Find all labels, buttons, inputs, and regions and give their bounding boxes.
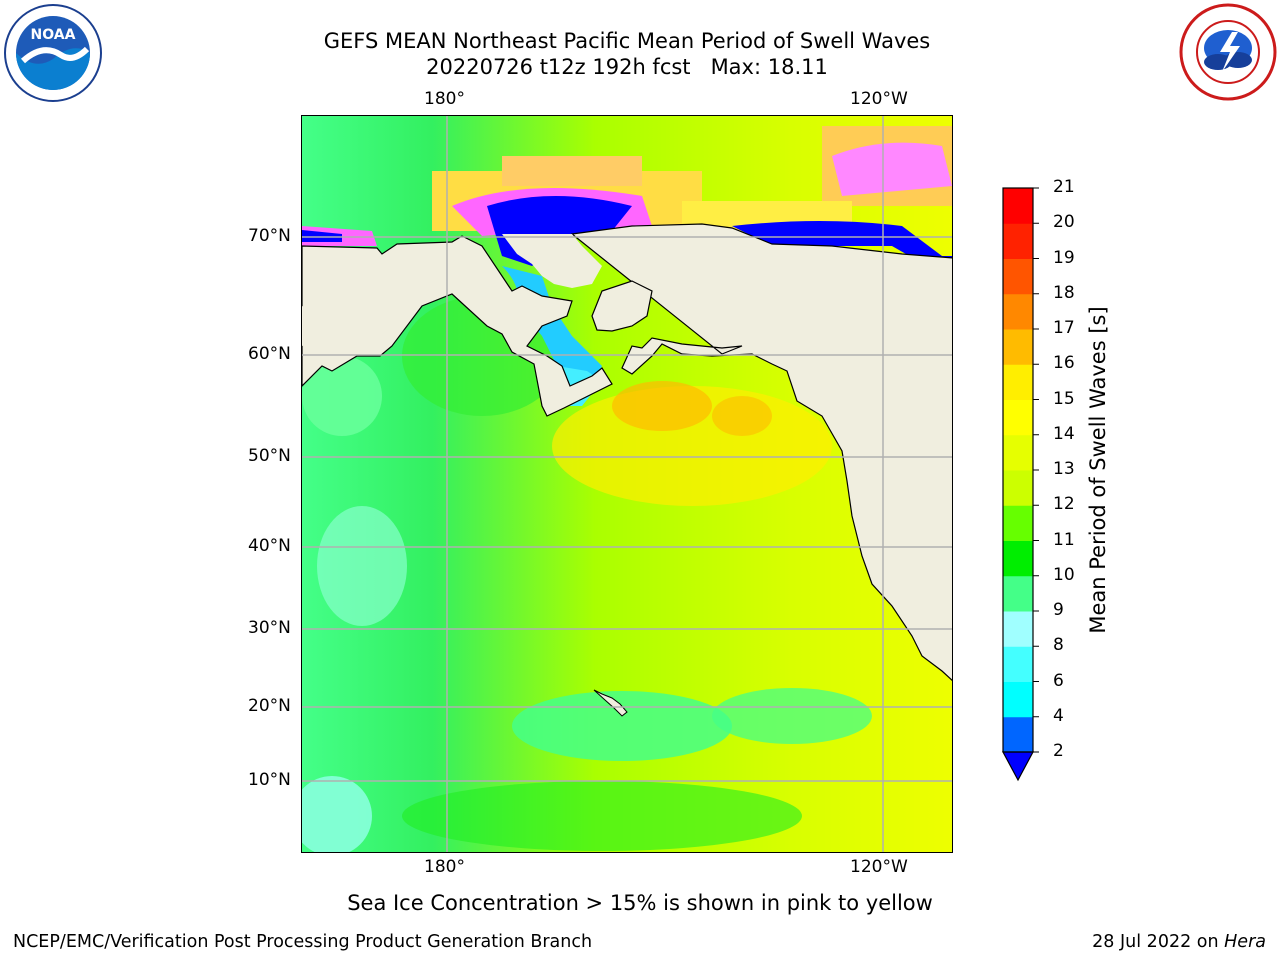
colorbar-segment <box>1003 258 1033 295</box>
lat-tick-50n: 50°N <box>248 446 291 466</box>
lat-tick-70n: 70°N <box>248 226 291 246</box>
colorbar-segment <box>1003 575 1033 612</box>
field-patch <box>612 381 712 431</box>
colorbar-segment <box>1003 716 1033 753</box>
field-patch <box>402 781 802 851</box>
footer-date-text: 28 Jul 2022 on <box>1092 932 1225 952</box>
open-water-blue <box>302 230 342 242</box>
colorbar-tick-label: 11 <box>1053 529 1075 550</box>
figure-title-line2: 20220726 t12z 192h fcst Max: 18.11 <box>426 55 828 79</box>
colorbar-segment <box>1003 329 1033 365</box>
land-alaska-interior <box>591 280 653 332</box>
colorbar-tick-label: 9 <box>1053 600 1064 620</box>
colorbar-label: Mean Period of Swell Waves [s] <box>1086 306 1110 634</box>
field-patch <box>302 776 372 852</box>
lat-tick-40n: 40°N <box>248 536 291 556</box>
noaa-logo-icon: NOAA <box>4 4 102 102</box>
map-canvas <box>302 116 952 852</box>
land-asia-chukotka <box>302 235 613 417</box>
footer-machine: Hera <box>1224 932 1266 952</box>
colorbar-segment <box>1003 364 1033 400</box>
field-patch <box>512 691 732 761</box>
colorbar-segment <box>1003 505 1033 541</box>
lon-tick-bottom-120w: 120°W <box>850 857 908 877</box>
colorbar-tick-label: 13 <box>1053 459 1075 479</box>
lat-tick-60n: 60°N <box>248 344 291 364</box>
colorbar-segment <box>1003 646 1033 682</box>
lat-tick-20n: 20°N <box>248 696 291 716</box>
colorbar-extend-min <box>1001 751 1035 782</box>
colorbar-tick-label: 18 <box>1053 282 1075 303</box>
colorbar-tick-label: 14 <box>1053 423 1075 444</box>
sea-ice-caption: Sea Ice Concentration > 15% is shown in … <box>347 891 933 915</box>
open-water-blue <box>732 221 952 266</box>
hawaii-islands <box>593 689 628 717</box>
field-patch <box>712 396 772 436</box>
land-siberia-west <box>302 242 322 346</box>
colorbar-segment <box>1003 293 1033 330</box>
colorbar-segment <box>1003 434 1033 471</box>
colorbar-segment <box>1003 681 1033 718</box>
colorbar-tick-label: 16 <box>1053 353 1075 374</box>
field-patch <box>302 356 382 436</box>
lon-tick-top-180: 180° <box>424 89 465 109</box>
colorbar <box>1001 187 1039 782</box>
sea-ice-band <box>502 156 642 186</box>
colorbar-segment <box>1003 611 1033 647</box>
field-patch <box>317 506 407 626</box>
colorbar-segment <box>1003 399 1033 436</box>
colorbar-tick-label: 2 <box>1053 741 1064 761</box>
colorbar-tick-label: 19 <box>1053 247 1075 268</box>
footer-credit: NCEP/EMC/Verification Post Processing Pr… <box>13 932 593 952</box>
figure-title-line1: GEFS MEAN Northeast Pacific Mean Period … <box>323 29 931 53</box>
colorbar-tick-label: 10 <box>1053 564 1075 585</box>
colorbar-segment <box>1003 223 1033 259</box>
colorbar-segment <box>1003 470 1033 506</box>
lat-tick-30n: 30°N <box>248 618 291 638</box>
colorbar-tick-label: 8 <box>1053 635 1064 656</box>
colorbar-segment <box>1003 540 1033 577</box>
lon-tick-top-120w: 120°W <box>850 89 908 109</box>
lon-tick-bottom-180: 180° <box>424 857 465 877</box>
colorbar-tick-label: 17 <box>1053 318 1075 338</box>
colorbar-tick-label: 15 <box>1053 388 1075 409</box>
colorbar-tick-label: 21 <box>1053 177 1075 197</box>
sea-ice-band <box>832 142 952 196</box>
colorbar-tick-label: 4 <box>1053 705 1064 726</box>
field-patch <box>712 688 872 744</box>
colorbar-tick-label: 12 <box>1053 494 1075 515</box>
noaa-logo-text: NOAA <box>31 27 76 43</box>
colorbar-segment <box>1003 188 1033 224</box>
footer-date: 28 Jul 2022 on Hera <box>1092 932 1266 952</box>
land-alaska-north <box>502 234 602 288</box>
lat-tick-10n: 10°N <box>248 770 291 790</box>
map-panel <box>301 115 953 853</box>
colorbar-tick-label: 20 <box>1053 212 1075 233</box>
colorbar-tick-label: 6 <box>1053 670 1064 691</box>
nws-logo-icon <box>1179 3 1277 101</box>
land-north-america <box>570 223 952 681</box>
map-gridlines <box>302 116 952 852</box>
